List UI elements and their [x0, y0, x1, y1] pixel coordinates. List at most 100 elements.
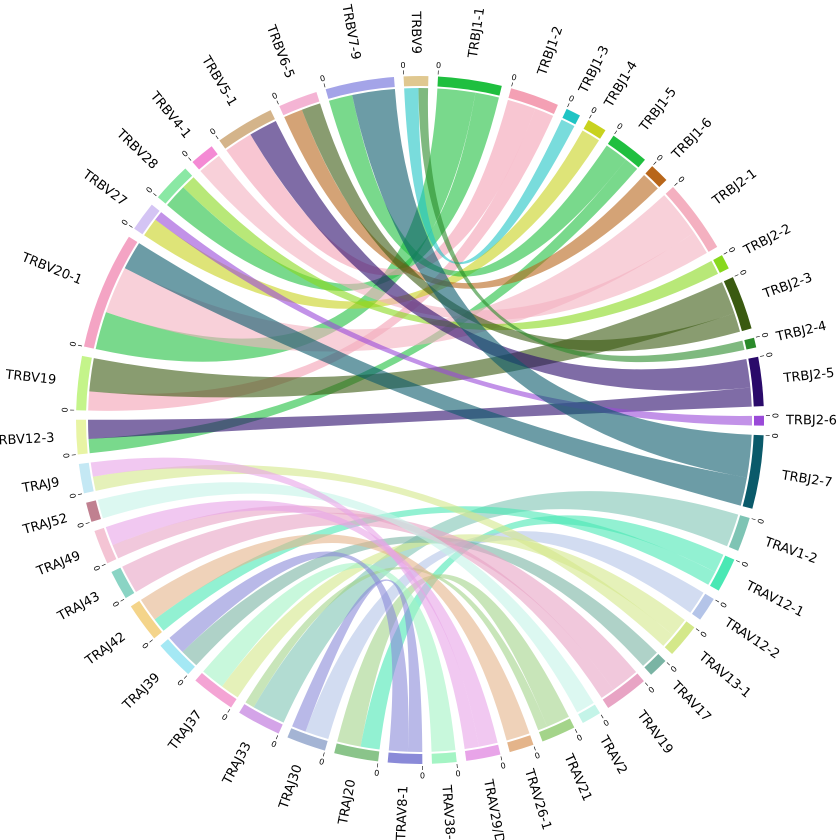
- axis-tick-label: 0: [455, 768, 461, 777]
- axis-tick-label: 0: [646, 684, 656, 694]
- sector-label: TRAV29/DV5: [480, 777, 510, 840]
- sector-arc: [83, 236, 138, 349]
- axis-tick: [760, 355, 765, 357]
- sector-label: TRAJ9: [20, 475, 60, 496]
- axis-tick-label: 0: [68, 492, 78, 499]
- axis-tick: [215, 135, 219, 140]
- axis-tick: [755, 335, 760, 338]
- sector-arc: [134, 204, 160, 235]
- axis-tick-label: 0: [61, 407, 70, 412]
- axis-tick: [734, 274, 739, 277]
- axis-tick-label: 0: [271, 91, 279, 101]
- sector-arc: [239, 704, 283, 734]
- axis-tick: [153, 193, 157, 197]
- sector-arc: [665, 186, 718, 252]
- sector-label: TRBJ2-3: [760, 270, 814, 302]
- chord-link: [89, 282, 735, 398]
- sector-label: TRAV8-1: [394, 785, 411, 840]
- chord-link: [169, 551, 409, 752]
- sector-arc: [578, 704, 601, 724]
- axis-tick: [533, 746, 536, 751]
- sector-arc: [464, 744, 501, 761]
- sector-arc: [664, 621, 695, 655]
- sector-label: TRBJ2-2: [741, 222, 794, 259]
- axis-tick-label: 0: [533, 750, 541, 760]
- sector-arc: [219, 110, 275, 149]
- chord-link: [88, 387, 752, 439]
- axis-tick-label: 0: [589, 105, 598, 115]
- axis-tick: [666, 662, 670, 666]
- axis-tick: [78, 344, 83, 347]
- sector-label: TRAV21: [560, 751, 594, 804]
- axis-tick-label: 0: [770, 413, 779, 418]
- sector-arc: [192, 146, 218, 170]
- sector-arc: [508, 88, 558, 115]
- sector-label: TRBJ2-4: [774, 319, 828, 345]
- sector-label: TRAV1-2: [762, 534, 819, 567]
- axis-tick: [589, 114, 592, 119]
- sector-label: TRAJ43: [54, 589, 102, 625]
- sector-label: TRAJ52: [20, 511, 69, 538]
- sector-label: TRBV5-1: [198, 53, 240, 109]
- sector-label: TRBJ2-7: [780, 468, 834, 491]
- axis-tick-label: 0: [68, 341, 78, 348]
- chord-link: [328, 94, 627, 277]
- axis-tick-label: 0: [755, 517, 765, 524]
- axis-tick-label: 0: [436, 61, 442, 70]
- sector-label: TRAV38-2/DV8: [438, 784, 460, 840]
- sector-label: TRAJ49: [34, 549, 83, 580]
- sector-arc: [195, 672, 237, 708]
- chord-link: [305, 531, 704, 740]
- axis-tick-label: 0: [655, 153, 665, 163]
- axis-tick: [322, 752, 325, 757]
- sector-arc: [279, 91, 320, 116]
- chord-link: [250, 120, 751, 391]
- sector-label: TRBJ1-1: [466, 6, 488, 60]
- sector-arc: [325, 76, 395, 99]
- chord-link: [226, 99, 536, 276]
- sector-arc: [130, 600, 162, 639]
- chord-link: [106, 195, 695, 352]
- axis-tick-label: 0: [575, 732, 584, 742]
- sector-arc: [403, 76, 429, 87]
- chord-link: [221, 534, 685, 698]
- sector-label: TRAJ37: [165, 708, 205, 754]
- axis-tick: [120, 598, 125, 602]
- axis-tick-label: 0: [270, 738, 278, 748]
- axis-tick-label: 0: [180, 149, 190, 159]
- chord-link: [245, 567, 548, 731]
- axis-tick-label: 0: [615, 121, 624, 131]
- axis-tick-label: 0: [141, 641, 151, 651]
- sector-arc: [160, 639, 195, 675]
- axis-tick-label: 0: [176, 677, 186, 687]
- sector-arc: [157, 168, 193, 204]
- axis-tick: [600, 714, 604, 719]
- chord-link: [144, 130, 600, 309]
- axis-tick-label: 0: [120, 218, 130, 227]
- axis-tick: [511, 82, 513, 87]
- sector-arc: [602, 673, 644, 708]
- axis-tick: [645, 682, 649, 686]
- sector-arc: [334, 743, 380, 762]
- axis-tick-label: 0: [420, 770, 425, 779]
- axis-tick-label: 0: [499, 760, 506, 770]
- sector-arc: [111, 567, 135, 599]
- sector-label: TRBJ2-6: [785, 413, 837, 428]
- sector-label: TRAV17: [668, 678, 714, 725]
- axis-tick-label: 0: [220, 711, 229, 721]
- sector-arc: [287, 728, 328, 751]
- chord-link: [97, 482, 594, 713]
- axis-tick-label: 0: [76, 521, 86, 529]
- chord-link: [140, 534, 530, 741]
- sector-label: TRAV12-2: [721, 615, 783, 663]
- chord-link: [253, 491, 739, 723]
- axis-tick-label: 0: [319, 74, 326, 84]
- sector-label: TRBJ1-2: [535, 24, 566, 78]
- sector-label: TRBV6-5: [263, 22, 297, 80]
- axis-tick-label: 0: [318, 756, 325, 766]
- axis-tick-label: 0: [698, 629, 708, 638]
- axis-tick: [101, 563, 106, 567]
- axis-tick: [188, 157, 192, 161]
- sector-label: TRBV28: [113, 126, 161, 173]
- sector-label: TRAJ39: [120, 670, 164, 713]
